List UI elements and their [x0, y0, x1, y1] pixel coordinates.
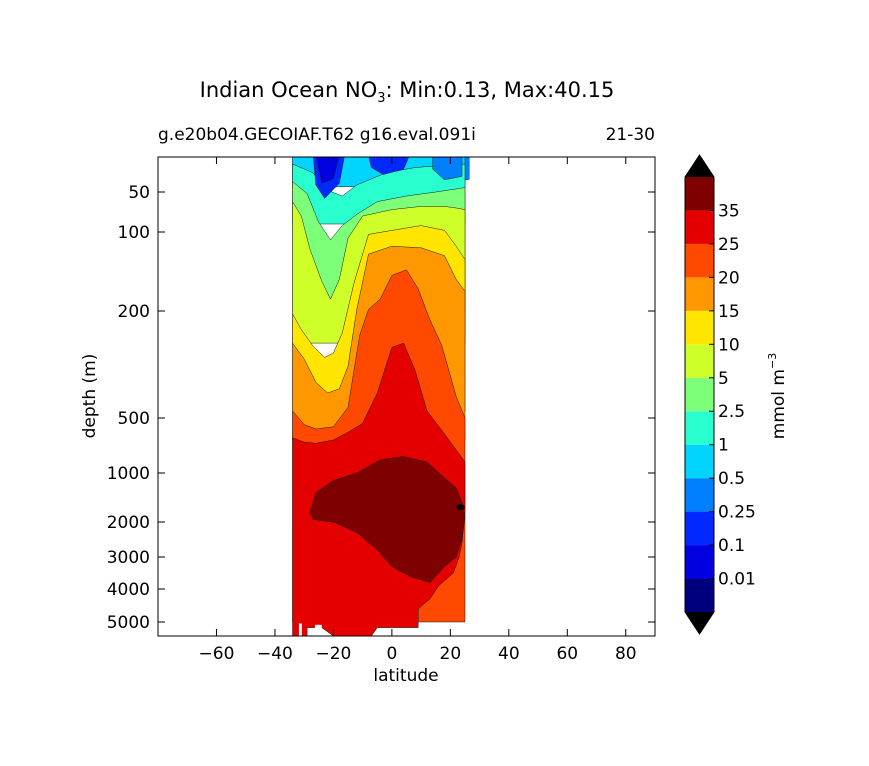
x-tick-label: 80	[615, 644, 637, 664]
colorbar-tick-label: 0.25	[718, 503, 756, 523]
contour-band-above-35	[309, 456, 466, 583]
colorbar-extend-min-arrow	[685, 612, 714, 634]
masked-point	[456, 504, 465, 511]
colorbar-tick-label: 0.01	[718, 570, 756, 590]
y-tick-label: 50	[128, 183, 150, 203]
colorbar-swatch	[685, 444, 714, 479]
contour-band-0.25-0.5	[432, 157, 463, 181]
colorbar-label: mmol m−3	[766, 353, 789, 439]
colorbar-swatch	[685, 210, 714, 244]
contour-fill-layer	[292, 157, 470, 636]
colorbar-tick-label: 2.5	[718, 402, 745, 422]
colorbar-tick-label: 1	[718, 436, 729, 456]
colorbar-tick-label: 10	[718, 335, 740, 355]
x-tick-label: 0	[386, 644, 397, 664]
y-tick-label: 500	[118, 409, 150, 429]
colorbar-swatch	[685, 411, 714, 445]
y-tick-label: 200	[118, 302, 150, 322]
colorbar-swatch	[685, 243, 714, 278]
colorbar-swatch	[685, 177, 714, 211]
x-axis-label: latitude	[373, 666, 438, 686]
colorbar-extend-max-arrow	[685, 155, 714, 177]
colorbar-tick-label: 35	[718, 201, 740, 221]
x-tick-label: −40	[257, 644, 293, 664]
y-tick-label: 4000	[107, 580, 150, 600]
colorbar-swatch	[685, 310, 714, 345]
x-tick-label: −60	[199, 644, 235, 664]
x-axis: −60 −40 −20 0 20 40 60 80	[199, 157, 637, 664]
colorbar-tick-label: 25	[718, 235, 740, 255]
surface-data-tail	[466, 157, 470, 180]
colorbar-tick-label: 0.5	[718, 469, 745, 489]
colorbar-tick-label: 20	[718, 268, 740, 288]
colorbar-swatch	[685, 511, 714, 546]
chart-subtitle-left: g.e20b04.GECOIAF.T62 g16.eval.091i	[158, 125, 476, 145]
plot-frame	[157, 156, 656, 637]
colorbar-tick-label: 5	[718, 369, 729, 389]
y-axis-label: depth (m)	[80, 354, 100, 439]
x-tick-label: 60	[556, 644, 578, 664]
colorbar-swatch	[685, 277, 714, 311]
y-tick-label: 1000	[107, 464, 150, 484]
y-axis: 50 100 200 500 1000 2000 3000 4000 5000	[107, 183, 655, 633]
chart-title: Indian Ocean NO3: Min:0.13, Max:40.15	[199, 78, 615, 107]
colorbar-swatch	[685, 478, 714, 512]
chart-subtitle-right: 21-30	[605, 125, 655, 145]
y-tick-label: 100	[118, 223, 150, 243]
x-tick-label: 40	[498, 644, 520, 664]
colorbar-tick-label: 0.1	[718, 536, 745, 556]
colorbar-outline	[684, 154, 715, 635]
missing-data-cell	[298, 623, 302, 636]
colorbar: 0.01 0.1 0.25 0.5 1 2.5 5 10 15 20 25 35	[684, 154, 756, 635]
colorbar-tick-label: 15	[718, 302, 740, 322]
colorbar-swatch	[685, 344, 714, 378]
colorbar-swatch	[685, 377, 714, 412]
y-tick-label: 2000	[107, 513, 150, 533]
x-tick-label: −20	[315, 644, 351, 664]
colorbar-swatch	[685, 578, 714, 612]
contour-band-0.1-0.25	[368, 157, 409, 175]
missing-data-cell	[314, 624, 322, 636]
y-tick-label: 5000	[107, 613, 150, 633]
x-tick-label: 20	[440, 644, 462, 664]
y-tick-label: 3000	[107, 548, 150, 568]
colorbar-swatch	[685, 545, 714, 579]
